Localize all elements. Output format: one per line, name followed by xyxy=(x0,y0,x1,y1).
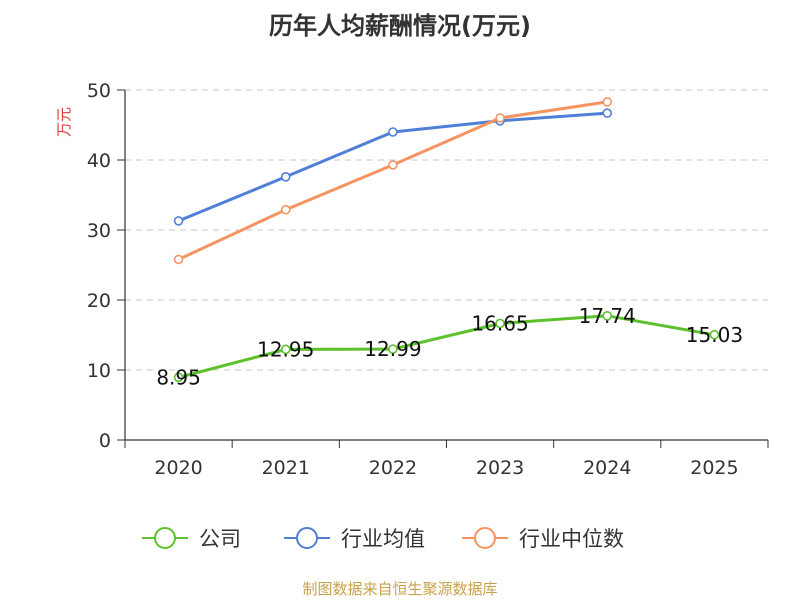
data-point-2-2020 xyxy=(173,254,184,265)
data-point-0-2021 xyxy=(280,344,291,355)
y-tick-label-0: 0 xyxy=(99,430,111,452)
data-point-0-2024 xyxy=(602,311,613,321)
legend-item-1: 行业均值 xyxy=(284,527,425,551)
data-label-2021: 12.95 xyxy=(257,337,314,361)
data-point-0-2022 xyxy=(388,344,398,354)
series-group xyxy=(173,97,720,383)
data-label-2024: 17.74 xyxy=(579,304,636,328)
legend-marker-2 xyxy=(474,527,496,549)
source-note: 制图数据来自恒生聚源数据库 xyxy=(302,580,497,598)
y-tick-label-50: 50 xyxy=(87,80,111,102)
chart-title: 历年人均薪酬情况(万元) xyxy=(269,12,531,40)
data-point-0-2023 xyxy=(495,318,505,329)
x-tick-label-2022: 2022 xyxy=(369,457,417,479)
y-tick-label-40: 40 xyxy=(87,150,111,172)
data-point-0-2020 xyxy=(173,372,184,383)
data-point-0-2025 xyxy=(709,329,720,340)
legend-marker-1 xyxy=(296,527,318,549)
grid-lines xyxy=(125,89,768,371)
series-line-2 xyxy=(177,100,608,261)
y-axis-label: 万元 xyxy=(55,107,73,137)
legend-item-0: 公司 xyxy=(142,527,241,551)
axes: 0 10 20 30 40 50 2020 2021 2022 2023 2024 2025 xyxy=(87,80,769,479)
x-tick-label-2023: 2023 xyxy=(476,457,524,479)
x-tick-label-2024: 2024 xyxy=(583,457,631,479)
data-point-2-2023 xyxy=(495,113,505,123)
x-tick-label-2021: 2021 xyxy=(262,457,310,479)
data-point-1-2024 xyxy=(602,108,613,118)
x-tick-label-2020: 2020 xyxy=(154,457,202,479)
y-tick-label-10: 10 xyxy=(87,360,111,382)
data-point-1-2020 xyxy=(173,216,184,226)
y-tick-label-20: 20 xyxy=(87,290,111,312)
legend-label-2: 行业中位数 xyxy=(519,527,624,551)
data-labels: 8.95 12.95 12.99 16.65 17.74 15.03 xyxy=(156,304,743,390)
data-point-2-2021 xyxy=(280,204,291,215)
data-label-2023: 16.65 xyxy=(471,311,528,335)
data-label-2025: 15.03 xyxy=(686,323,743,347)
y-tick-label-30: 30 xyxy=(87,220,111,242)
legend-marker-0 xyxy=(154,527,176,549)
data-label-2020: 8.95 xyxy=(156,365,201,389)
series-line-0 xyxy=(178,314,715,379)
x-tick-label-2025: 2025 xyxy=(690,457,738,479)
data-label-2022: 12.99 xyxy=(364,337,421,361)
data-point-1-2021 xyxy=(280,172,291,182)
legend-label-1: 行业均值 xyxy=(341,527,425,551)
data-point-1-2022 xyxy=(388,127,398,137)
legend-label-0: 公司 xyxy=(199,527,241,551)
legend-item-2: 行业中位数 xyxy=(462,527,624,551)
legend: 公司 行业均值 行业中位数 xyxy=(142,527,624,551)
data-point-2-2024 xyxy=(602,97,613,107)
data-point-2-2022 xyxy=(388,160,398,170)
